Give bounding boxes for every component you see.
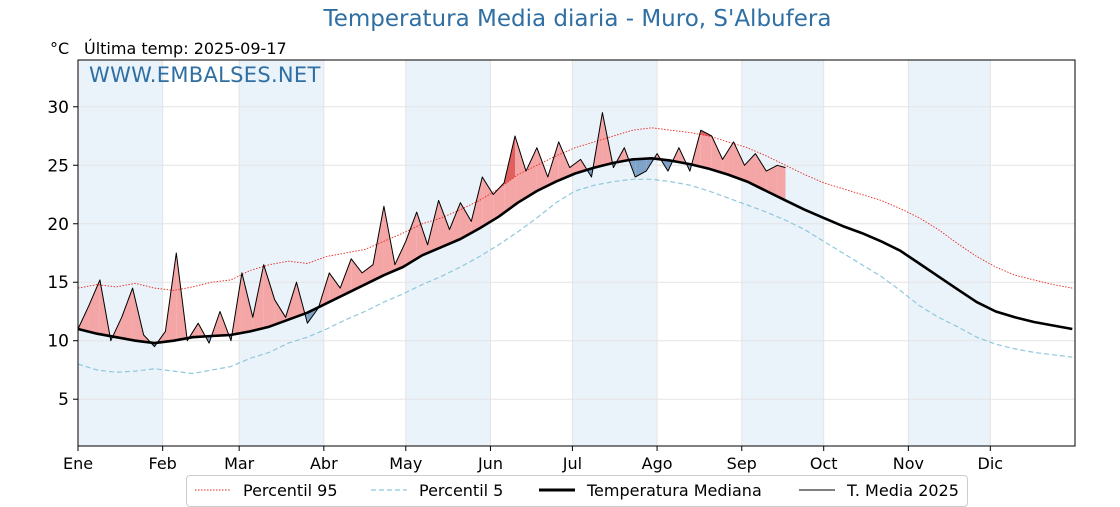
x-tick-label: Oct [810, 454, 838, 473]
above-median-fill [559, 142, 570, 181]
legend-label-p5: Percentil 5 [419, 481, 503, 500]
legend-label-median: Temperatura Mediana [587, 481, 762, 500]
x-tick-label: Abr [310, 454, 338, 473]
x-tick-label: Ago [642, 454, 673, 473]
legend-swatch-median [537, 487, 577, 493]
legend-item-p95: Percentil 95 [193, 480, 343, 502]
legend-label-p95: Percentil 95 [243, 481, 338, 500]
x-tick-label: Dic [978, 454, 1004, 473]
legend-label-current: T. Media 2025 [847, 481, 959, 500]
x-tick-label: Mar [224, 454, 255, 473]
month-band [572, 60, 657, 446]
y-tick-label: 30 [47, 98, 69, 118]
y-axis: 5 10 15 20 25 30 [47, 98, 78, 410]
above-median-fill [712, 136, 723, 173]
legend: Percentil 95 Percentil 5 Temperatura Med… [186, 475, 968, 507]
legend-item-median: Temperatura Mediana [537, 480, 767, 502]
month-bands [78, 60, 990, 446]
x-tick-label: Jul [562, 454, 582, 473]
above-median-fill [777, 165, 785, 200]
above-median-fill [515, 136, 526, 205]
x-tick-label: Sep [727, 454, 757, 473]
x-tick-label: Ene [63, 454, 93, 473]
above-median-fill [723, 142, 734, 177]
legend-swatch-current [797, 487, 837, 493]
month-band [239, 60, 324, 446]
x-tick-label: May [389, 454, 422, 473]
legend-swatch-p5 [369, 487, 409, 493]
month-band [78, 60, 163, 446]
above-median-fill [526, 148, 537, 198]
x-tick-label: Jun [477, 454, 503, 473]
x-axis: Ene Feb Mar Abr May Jun Jul Ago Sep Oct Nov Dic [63, 446, 1003, 473]
y-tick-label: 10 [47, 332, 69, 352]
y-tick-label: 25 [47, 156, 69, 176]
above-median-fill [537, 148, 548, 191]
y-tick-label: 20 [47, 215, 69, 235]
month-band [908, 60, 990, 446]
y-tick-label: 15 [47, 273, 69, 293]
legend-item-current: T. Media 2025 [797, 480, 967, 502]
x-tick-label: Feb [149, 454, 177, 473]
x-tick-label: Nov [893, 454, 924, 473]
legend-swatch-p95 [193, 487, 233, 493]
legend-item-p5: Percentil 5 [369, 480, 509, 502]
y-tick-label: 5 [58, 390, 69, 410]
watermark: WWW.EMBALSES.NET [89, 63, 321, 87]
month-band [742, 60, 824, 446]
